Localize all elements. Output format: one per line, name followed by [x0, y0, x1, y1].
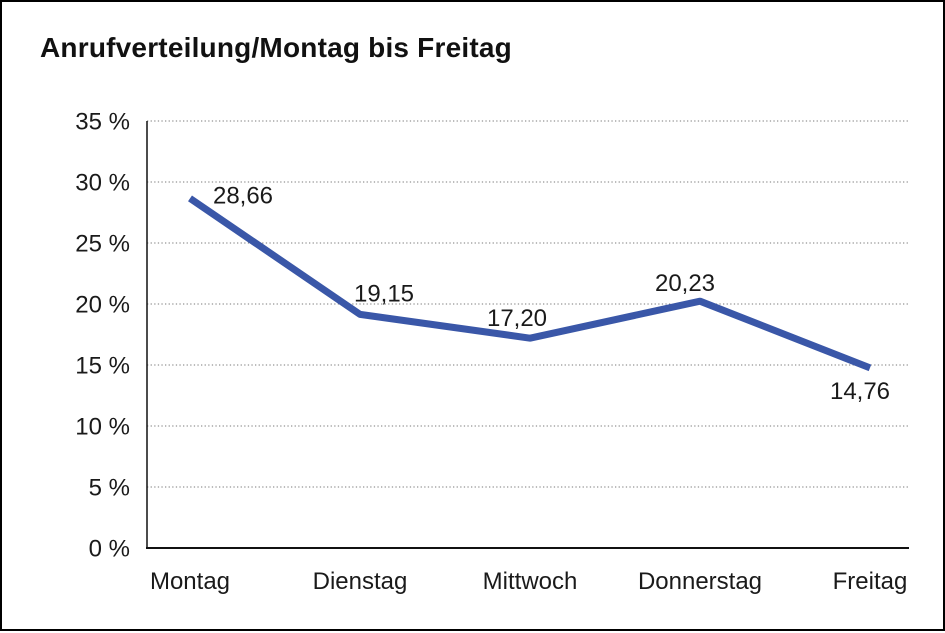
y-tick-label: 0 % [89, 536, 130, 563]
data-line [188, 195, 872, 372]
y-tick-label: 30 % [75, 170, 130, 197]
x-category-label: Freitag [833, 568, 908, 595]
y-tick-label: 35 % [75, 109, 130, 136]
y-tick-label: 20 % [75, 292, 130, 319]
x-category-label: Donnerstag [638, 568, 762, 595]
chart-title: Anrufverteilung/Montag bis Freitag [40, 32, 512, 63]
y-tick-label: 15 % [75, 353, 130, 380]
y-tick-label: 25 % [75, 231, 130, 258]
y-tick-label: 5 % [89, 475, 130, 502]
x-category-label: Dienstag [313, 568, 408, 595]
data-value-label: 14,76 [830, 378, 890, 405]
x-category-label: Montag [150, 568, 230, 595]
data-value-label: 19,15 [354, 280, 414, 307]
y-tick-label: 10 % [75, 414, 130, 441]
x-category-label: Mittwoch [483, 568, 578, 595]
data-value-label: 17,20 [487, 305, 547, 332]
data-value-label: 28,66 [213, 182, 273, 209]
data-value-label: 20,23 [655, 270, 715, 297]
